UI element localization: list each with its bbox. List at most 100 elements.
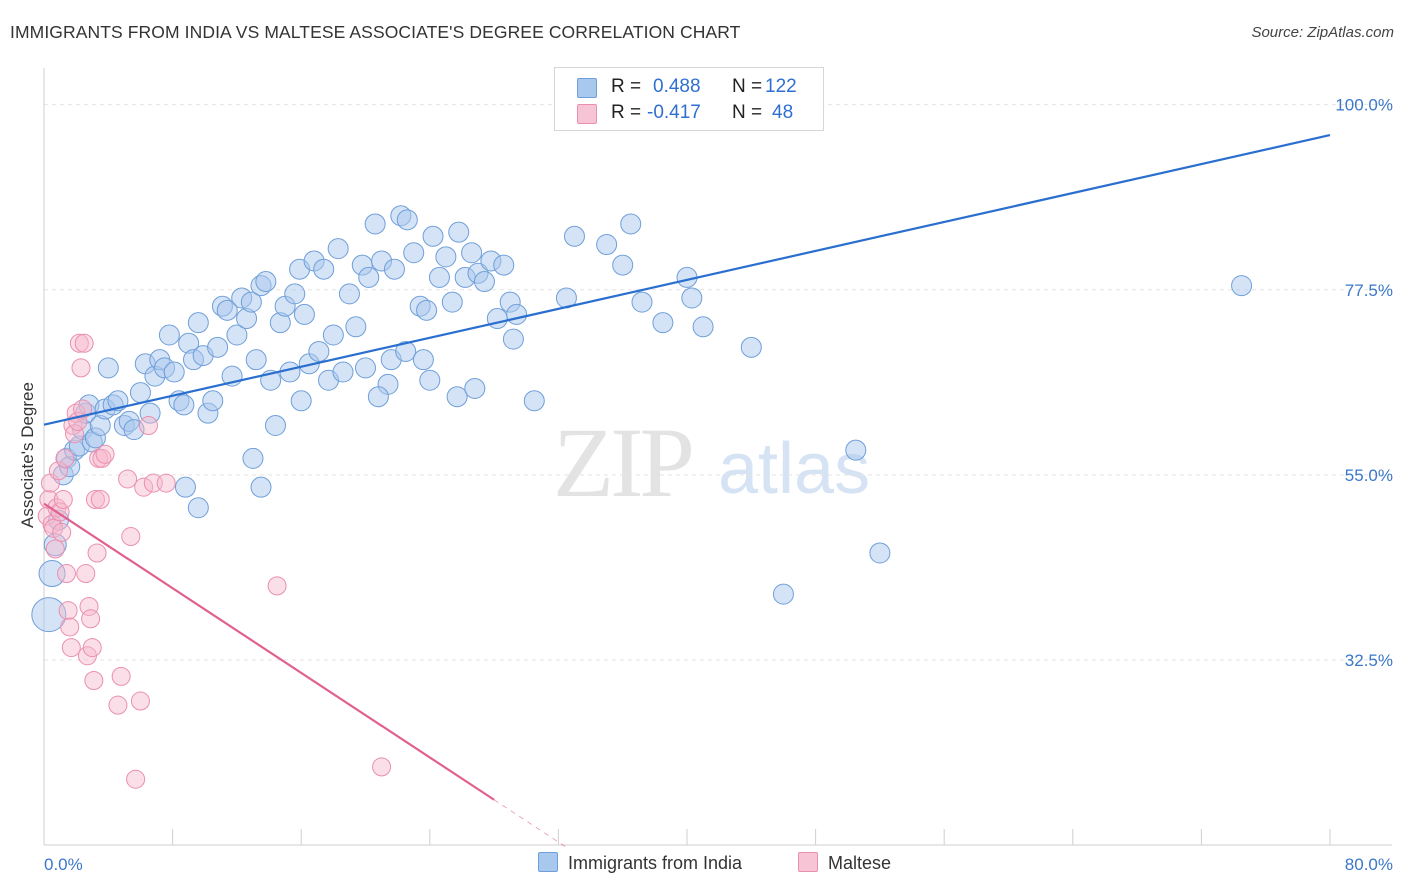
india-point	[313, 258, 335, 280]
india-point	[308, 340, 330, 362]
maltese-point	[58, 601, 78, 621]
india-point	[448, 221, 470, 243]
india-point	[242, 447, 264, 469]
india-point	[207, 336, 229, 358]
india-point	[173, 394, 195, 416]
india-point	[216, 299, 238, 321]
india-point	[327, 238, 349, 260]
legend-r-label: R =	[611, 76, 642, 97]
maltese-point	[55, 448, 75, 468]
india-point	[502, 328, 524, 350]
india-point	[506, 303, 528, 325]
india-point	[226, 324, 248, 346]
maltese-point	[74, 333, 94, 353]
legend-swatch-maltese	[577, 104, 597, 124]
legend-r-label: R =	[611, 102, 642, 123]
india-point	[1231, 275, 1253, 297]
india-point	[163, 361, 185, 383]
india-point	[355, 357, 376, 379]
x-tick-label: 80.0%	[1345, 855, 1393, 874]
chart-title: IMMIGRANTS FROM INDIA VS MALTESE ASSOCIA…	[10, 22, 741, 42]
india-point	[652, 312, 674, 334]
y-tick-label: 77.5%	[1345, 281, 1393, 300]
india-point	[692, 316, 714, 338]
india-point	[523, 390, 545, 412]
india-point	[290, 390, 312, 412]
india-point	[358, 266, 380, 288]
maltese-point	[87, 543, 107, 563]
maltese-point	[60, 617, 80, 637]
india-point	[446, 386, 468, 408]
india-point	[255, 271, 277, 293]
india-point	[322, 324, 344, 346]
maltese-point	[81, 609, 101, 629]
bottom-legend-india-label: Immigrants from India	[568, 853, 743, 873]
india-point	[396, 209, 418, 231]
maltese-point	[138, 415, 158, 435]
india-point	[240, 291, 262, 313]
maltese-point	[84, 670, 104, 690]
maltese-trend-extension	[493, 799, 566, 848]
india-point	[264, 414, 286, 436]
india-point	[250, 476, 272, 498]
legend-swatch-india	[577, 78, 597, 98]
india-point	[772, 583, 794, 605]
x-tick-label: 0.0%	[44, 855, 83, 874]
india-point	[419, 369, 441, 391]
india-point	[293, 303, 315, 325]
maltese-point	[156, 473, 176, 493]
india-point	[486, 308, 508, 330]
maltese-point	[82, 638, 102, 658]
maltese-point	[69, 333, 89, 353]
india-point	[129, 382, 151, 404]
india-point	[43, 533, 67, 557]
maltese-point	[267, 576, 287, 596]
maltese-point	[372, 757, 392, 777]
maltese-point	[65, 424, 85, 444]
bottom-swatch-maltese	[798, 852, 818, 872]
maltese-point	[71, 358, 91, 378]
y-tick-label: 32.5%	[1345, 651, 1393, 670]
maltese-point	[57, 564, 77, 584]
india-point	[473, 271, 495, 293]
maltese-point	[52, 522, 72, 542]
india-point	[345, 316, 367, 338]
stats-legend: R = 0.488 N = 122 R = -0.417 N = 48	[554, 67, 824, 131]
india-point	[428, 266, 450, 288]
india-point	[493, 254, 515, 276]
maltese-point	[95, 444, 115, 464]
india-point	[412, 349, 434, 371]
india-point	[31, 597, 67, 633]
legend-n-label: N =	[732, 102, 763, 123]
india-point	[174, 476, 196, 498]
india-point	[620, 213, 642, 235]
maltese-point	[121, 527, 141, 547]
maltese-point	[108, 695, 128, 715]
watermark-atlas: atlas	[718, 429, 871, 509]
maltese-point	[53, 490, 73, 510]
india-point	[395, 340, 417, 362]
maltese-point	[130, 691, 150, 711]
india-point	[367, 386, 389, 408]
india-point	[563, 225, 585, 247]
india-point	[740, 336, 762, 358]
maltese-point	[90, 490, 110, 510]
india-point	[338, 283, 360, 305]
y-tick-label: 55.0%	[1345, 466, 1393, 485]
bottom-legend-maltese-label: Maltese	[828, 853, 892, 873]
maltese-point	[73, 399, 93, 419]
maltese-point	[126, 769, 146, 789]
india-point	[596, 234, 618, 256]
maltese-point	[134, 477, 154, 497]
maltese-point	[48, 461, 68, 481]
india-point	[364, 213, 386, 235]
india-point	[435, 246, 457, 268]
india-point	[38, 560, 66, 588]
india-point	[332, 361, 354, 383]
maltese-point	[61, 638, 81, 658]
india-point	[464, 377, 486, 399]
watermark-zip: ZIP	[553, 407, 695, 518]
india-point	[422, 225, 444, 247]
india-point	[245, 349, 267, 371]
